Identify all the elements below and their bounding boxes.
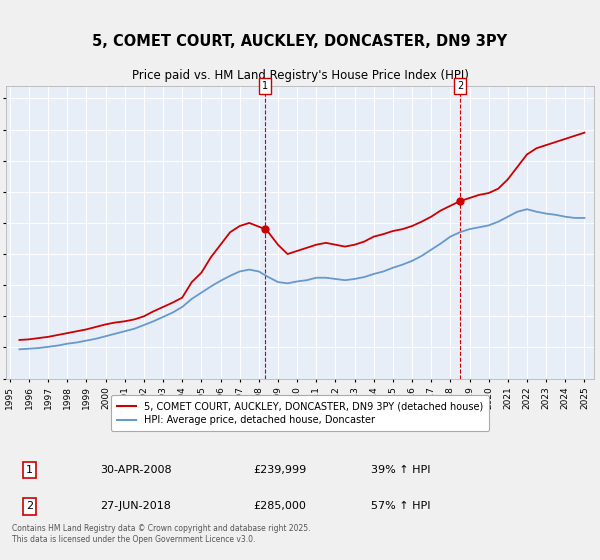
Text: Contains HM Land Registry data © Crown copyright and database right 2025.
This d: Contains HM Land Registry data © Crown c… [12, 524, 310, 544]
Text: £239,999: £239,999 [253, 465, 306, 475]
Text: 1: 1 [262, 81, 268, 91]
Text: 5, COMET COURT, AUCKLEY, DONCASTER, DN9 3PY: 5, COMET COURT, AUCKLEY, DONCASTER, DN9 … [92, 34, 508, 49]
Text: 1: 1 [26, 465, 33, 475]
Text: £285,000: £285,000 [253, 501, 306, 511]
Text: 30-APR-2008: 30-APR-2008 [100, 465, 172, 475]
Text: 2: 2 [457, 81, 463, 91]
Text: 2: 2 [26, 501, 33, 511]
Legend: 5, COMET COURT, AUCKLEY, DONCASTER, DN9 3PY (detached house), HPI: Average price: 5, COMET COURT, AUCKLEY, DONCASTER, DN9 … [111, 395, 489, 431]
Text: 39% ↑ HPI: 39% ↑ HPI [371, 465, 430, 475]
Text: Price paid vs. HM Land Registry's House Price Index (HPI): Price paid vs. HM Land Registry's House … [131, 69, 469, 82]
Text: 27-JUN-2018: 27-JUN-2018 [100, 501, 171, 511]
Text: 57% ↑ HPI: 57% ↑ HPI [371, 501, 430, 511]
